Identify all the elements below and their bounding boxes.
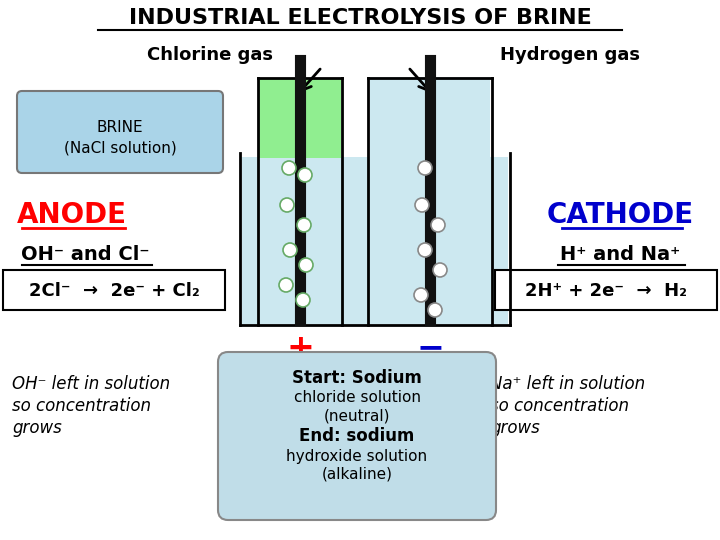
Text: INDUSTRIAL ELECTROLYSIS OF BRINE: INDUSTRIAL ELECTROLYSIS OF BRINE xyxy=(129,8,591,28)
Circle shape xyxy=(283,243,297,257)
Text: BRINE: BRINE xyxy=(96,120,143,136)
Circle shape xyxy=(418,161,432,175)
Text: so concentration: so concentration xyxy=(12,397,151,415)
FancyBboxPatch shape xyxy=(17,91,223,173)
FancyBboxPatch shape xyxy=(218,352,496,520)
Text: End: sodium: End: sodium xyxy=(300,427,415,445)
Text: −: − xyxy=(416,332,444,364)
Circle shape xyxy=(298,168,312,182)
Circle shape xyxy=(415,198,429,212)
Text: chloride solution: chloride solution xyxy=(294,390,420,406)
Circle shape xyxy=(431,218,445,232)
Circle shape xyxy=(418,243,432,257)
Text: CATHODE: CATHODE xyxy=(546,201,693,229)
Bar xyxy=(242,157,508,324)
Circle shape xyxy=(428,303,442,317)
Text: 2Cl⁻  →  2e⁻ + Cl₂: 2Cl⁻ → 2e⁻ + Cl₂ xyxy=(29,282,199,300)
Text: OH⁻ left in solution: OH⁻ left in solution xyxy=(12,375,170,393)
Text: (NaCl solution): (NaCl solution) xyxy=(63,140,176,156)
Text: grows: grows xyxy=(12,419,62,437)
Text: Chlorine gas: Chlorine gas xyxy=(147,46,273,64)
FancyBboxPatch shape xyxy=(3,270,225,310)
FancyBboxPatch shape xyxy=(495,270,717,310)
Circle shape xyxy=(280,198,294,212)
Text: ANODE: ANODE xyxy=(17,201,127,229)
Text: so concentration: so concentration xyxy=(490,397,629,415)
Circle shape xyxy=(282,161,296,175)
Text: H⁺ and Na⁺: H⁺ and Na⁺ xyxy=(560,246,680,265)
Text: (alkaline): (alkaline) xyxy=(322,467,392,482)
Circle shape xyxy=(299,258,313,272)
Text: Start: Sodium: Start: Sodium xyxy=(292,369,422,387)
Bar xyxy=(260,157,340,324)
Text: Hydrogen gas: Hydrogen gas xyxy=(500,46,640,64)
Circle shape xyxy=(279,278,293,292)
Text: (neutral): (neutral) xyxy=(324,408,390,423)
Circle shape xyxy=(414,288,428,302)
Text: Na⁺ left in solution: Na⁺ left in solution xyxy=(490,375,645,393)
Circle shape xyxy=(433,263,447,277)
Bar xyxy=(370,77,490,324)
Bar xyxy=(259,78,341,158)
Circle shape xyxy=(297,218,311,232)
Text: +: + xyxy=(286,332,314,364)
Text: 2H⁺ + 2e⁻  →  H₂: 2H⁺ + 2e⁻ → H₂ xyxy=(525,282,687,300)
Text: grows: grows xyxy=(490,419,540,437)
Text: hydroxide solution: hydroxide solution xyxy=(287,449,428,463)
Circle shape xyxy=(296,293,310,307)
Text: OH⁻ and Cl⁻: OH⁻ and Cl⁻ xyxy=(21,246,149,265)
